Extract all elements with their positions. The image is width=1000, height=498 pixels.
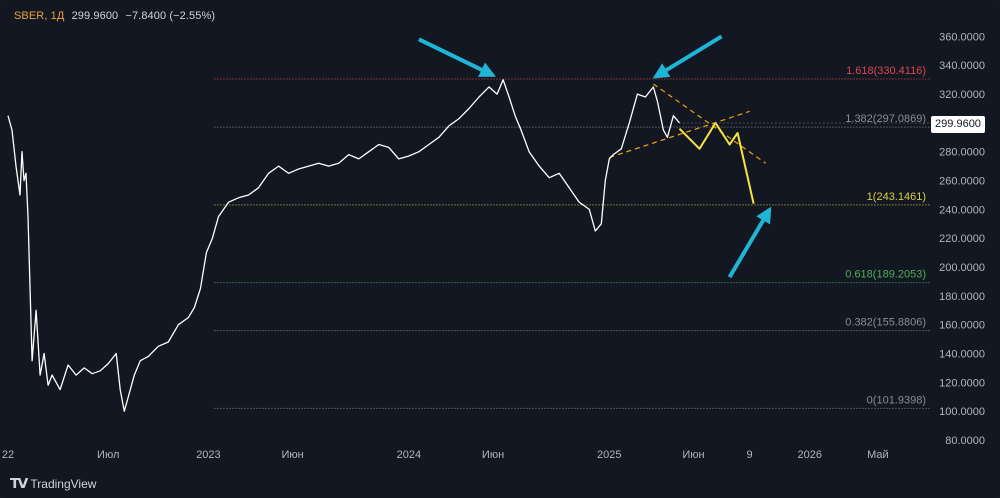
x-tick-label: 2024 [397, 449, 421, 461]
tradingview-logo-icon: 𝗧𝗩 [10, 475, 28, 491]
x-tick-label: 2025 [597, 449, 621, 461]
y-tick-label: 80.0000 [945, 435, 985, 447]
annotation-arrow [652, 34, 723, 79]
x-tick-label: 9 [747, 449, 753, 461]
annotation-arrow [727, 206, 772, 279]
x-tick-label: Июл [97, 449, 119, 461]
tradingview-logo[interactable]: 𝗧𝗩 TradingView [10, 475, 96, 492]
forecast-path [678, 121, 755, 204]
x-tick-label: 22 [2, 449, 14, 461]
fib-level-label: 0.382(155.8806) [845, 317, 926, 329]
y-tick-label: 100.0000 [939, 406, 985, 418]
y-tick-label: 260.0000 [939, 176, 985, 188]
x-tick-label: Май [867, 449, 889, 461]
price-series-line [7, 79, 680, 412]
fib-level-label: 1(243.1461) [867, 191, 926, 203]
fib-level-label: 0(101.9398) [867, 394, 926, 406]
x-tick-label: Июн [482, 449, 504, 461]
y-tick-label: 340.0000 [939, 60, 985, 72]
y-tick-label: 360.0000 [939, 31, 985, 43]
y-tick-label: 200.0000 [939, 262, 985, 274]
x-tick-label: Июн [682, 449, 704, 461]
y-tick-label: 140.0000 [939, 349, 985, 361]
trend-line [653, 83, 766, 164]
y-tick-label: 280.0000 [939, 147, 985, 159]
price-change: −7.8400 (−2.55%) [125, 10, 216, 22]
last-price: 299.9600 [71, 10, 119, 22]
current-price-tag: 299.9600 [931, 116, 985, 133]
y-tick-label: 240.0000 [939, 204, 985, 216]
y-tick-label: 120.0000 [939, 377, 985, 389]
symbol-header: SBER, 1Д 299.9600 −7.8400 (−2.55%) [14, 10, 215, 22]
annotation-arrow [418, 37, 496, 78]
y-tick-label: 160.0000 [939, 320, 985, 332]
x-tick-label: 2026 [797, 449, 821, 461]
fib-level-label: 1.382(297.0869) [845, 113, 926, 125]
trend-line [609, 110, 750, 159]
symbol-name[interactable]: SBER, 1Д [14, 10, 65, 22]
x-tick-label: 2023 [196, 449, 220, 461]
y-tick-label: 320.0000 [939, 89, 985, 101]
logo-text: TradingView [30, 476, 97, 491]
fib-level-label: 1.618(330.4116) [846, 65, 926, 77]
y-tick-label: 220.0000 [939, 233, 985, 245]
y-tick-label: 180.0000 [939, 291, 985, 303]
x-tick-label: Июн [282, 449, 304, 461]
fib-level-label: 0.618(189.2053) [845, 269, 926, 281]
